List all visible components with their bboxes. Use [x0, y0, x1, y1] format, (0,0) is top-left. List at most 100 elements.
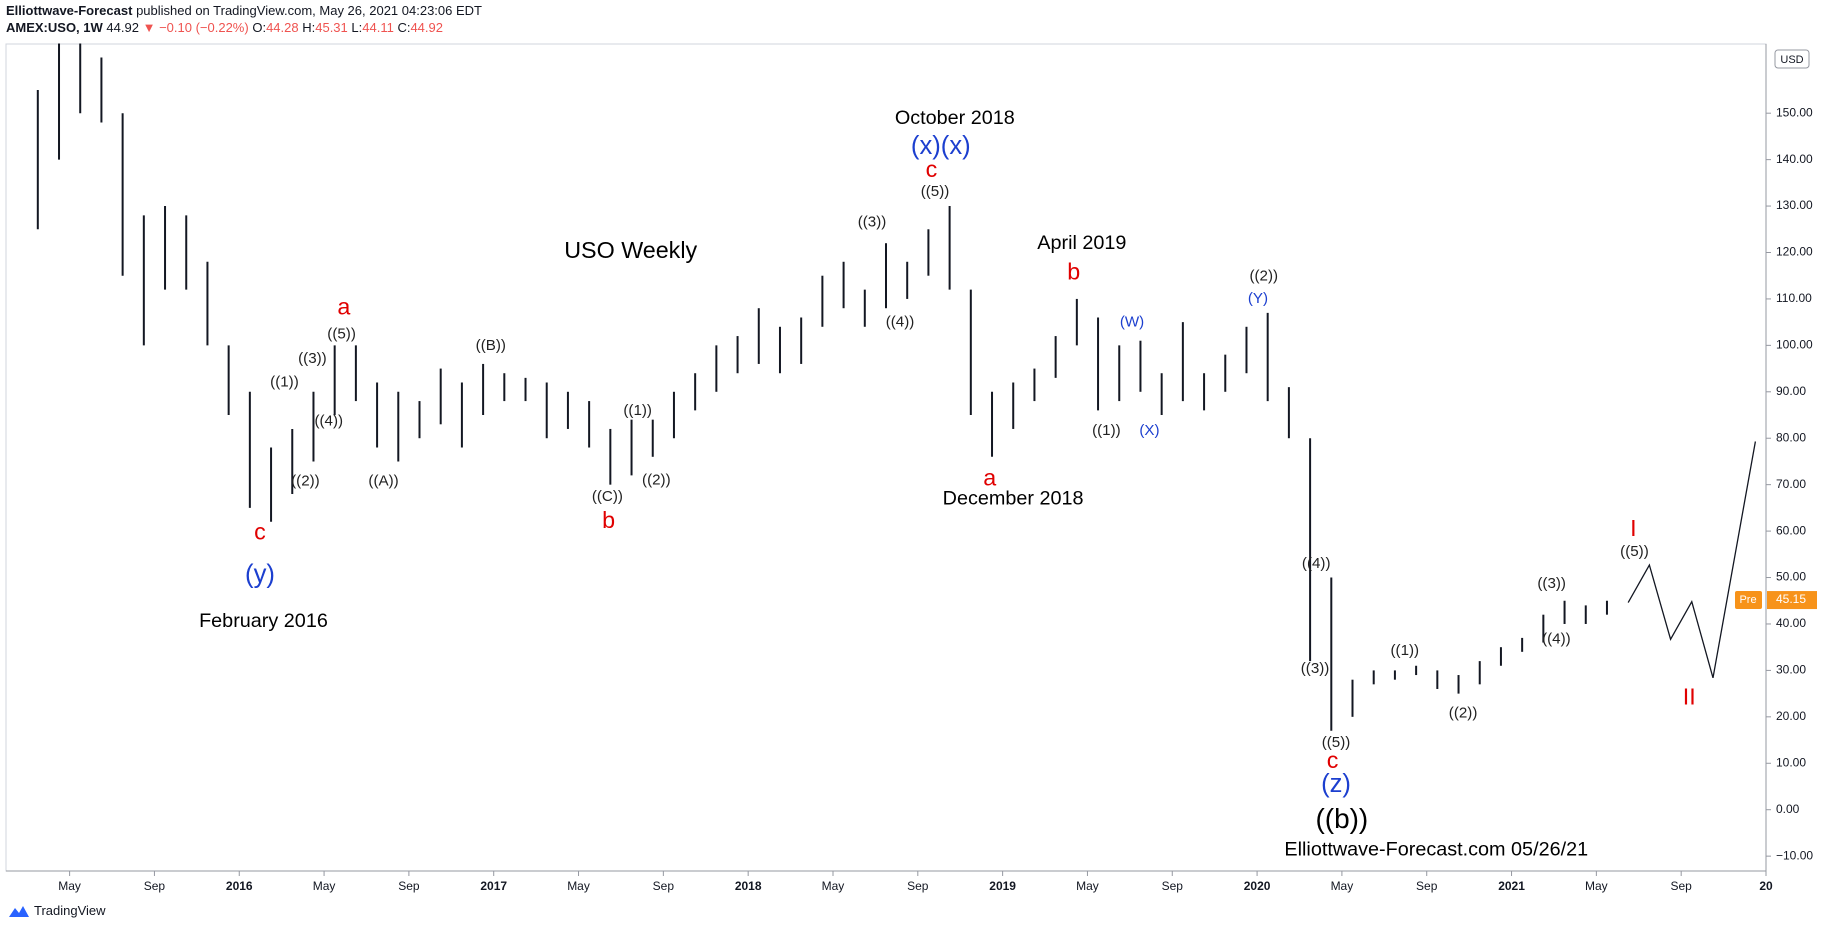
x-tick-label: Sep [1416, 879, 1438, 893]
y-tick-label: 0.00 [1776, 802, 1800, 816]
open: 44.28 [266, 20, 299, 35]
y-tick-label: 90.00 [1776, 384, 1806, 398]
chart: USD −10.00 0.00 10.00 20.00 30.00 40.00 50.00 6… [5, 43, 1817, 893]
low-label: L: [351, 20, 363, 35]
x-tick-label: 2017 [480, 879, 507, 893]
close-label: C: [397, 20, 411, 35]
wave-label: ((4)) [314, 413, 343, 430]
high: 45.31 [315, 20, 348, 35]
x-tick-label: May [313, 879, 336, 893]
x-tick-label: May [58, 879, 81, 893]
header-line-2: AMEX:USO, 1W 44.92 ▼ −0.10 (−0.22%) O:44… [6, 19, 482, 36]
currency-box [1774, 49, 1810, 69]
wave-label: ((4)) [1302, 555, 1331, 572]
y-tick-label: 60.00 [1776, 523, 1806, 537]
y-tick-label: 30.00 [1776, 663, 1806, 677]
x-tick-label: Sep [653, 879, 675, 893]
projection-path [1627, 441, 1757, 679]
wave-label: b [602, 507, 615, 533]
wave-label: ((1)) [270, 374, 299, 391]
wave-label: ((2)) [1249, 268, 1278, 285]
y-tick-label: 50.00 [1776, 570, 1806, 584]
wave-label: October 2018 [895, 107, 1015, 129]
x-tick-label: 2016 [226, 879, 253, 893]
x-tick-label: Sep [398, 879, 420, 893]
wave-label: (Y) [1248, 290, 1268, 307]
wave-label: ((5)) [1620, 543, 1649, 560]
wave-label: ((2)) [1449, 705, 1478, 722]
high-label: H: [302, 20, 316, 35]
change: ▼ −0.10 (−0.22%) [142, 20, 249, 35]
header: Elliottwave-Forecast published on Tradin… [6, 2, 482, 36]
wave-label: April 2019 [1037, 232, 1126, 254]
wave-label: ((1)) [1092, 422, 1121, 439]
wave-label: ((3)) [858, 214, 887, 231]
wave-label: ((3)) [298, 350, 327, 367]
x-tick-label: 20 [1759, 879, 1773, 893]
open-label: O: [252, 20, 267, 35]
wave-label: c [926, 156, 938, 182]
x-tick-label: May [1585, 879, 1608, 893]
y-tick-label: 80.00 [1776, 430, 1806, 444]
y-tick-label: 120.00 [1776, 245, 1813, 259]
y-tick-label: 110.00 [1776, 291, 1812, 305]
published: published on TradingView.com, May 26, 20… [136, 3, 482, 18]
last-price-label: 45.15 [1776, 592, 1806, 606]
x-tick-label: May [1331, 879, 1354, 893]
plot-frame [5, 43, 1767, 872]
wave-label: ((B)) [476, 337, 506, 354]
last-price-tag-text: Pre [1739, 594, 1756, 606]
wave-label: ((3)) [1301, 660, 1330, 677]
x-tick-label: May [567, 879, 590, 893]
close: 44.92 [410, 20, 443, 35]
y-tick-label: −10.00 [1776, 848, 1813, 862]
y-tick-label: 20.00 [1776, 709, 1806, 723]
wave-label: (y) [245, 561, 275, 589]
wave-label: February 2016 [199, 610, 328, 632]
symbol: AMEX:USO, 1W [6, 20, 103, 35]
wave-label: c [1327, 747, 1339, 773]
last-price-box [1767, 591, 1817, 610]
wave-label: ((2)) [291, 473, 320, 490]
wave-label: (X) [1139, 422, 1159, 439]
x-tick-label: Sep [1162, 879, 1184, 893]
x-tick-label: 2018 [735, 879, 762, 893]
x-tick-label: May [822, 879, 845, 893]
y-tick-label: 40.00 [1776, 616, 1806, 630]
wave-label: ((2)) [642, 471, 671, 488]
wave-label: ((5)) [921, 183, 950, 200]
wave-label: ((b)) [1315, 803, 1368, 834]
wave-label: Elliottwave-Forecast.com 05/26/21 [1284, 838, 1588, 860]
wave-label: (z) [1321, 770, 1351, 798]
low: 44.11 [362, 20, 394, 35]
wave-label: c [254, 519, 266, 545]
wave-label: ((1)) [623, 402, 652, 419]
wave-label: ((5)) [1322, 734, 1351, 751]
wave-label: (x)(x) [911, 132, 971, 160]
footer: TradingView [8, 903, 106, 918]
wave-label: I [1630, 515, 1636, 541]
wave-label: II [1683, 683, 1696, 709]
last: 44.92 [106, 20, 139, 35]
wave-label: ((4)) [886, 314, 915, 331]
wave-label: ((A)) [368, 473, 398, 490]
header-line-1: Elliottwave-Forecast published on Tradin… [6, 2, 482, 19]
wave-label: a [337, 294, 350, 320]
x-tick-label: 2021 [1498, 879, 1525, 893]
tv-logo [9, 905, 29, 917]
wave-label: ((C)) [592, 488, 623, 505]
x-tick-label: Sep [1671, 879, 1693, 893]
x-tick-label: Sep [907, 879, 929, 893]
brand: TradingView [34, 903, 106, 918]
currency: USD [1780, 54, 1803, 66]
x-tick-label: 2020 [1244, 879, 1271, 893]
y-tick-label: 70.00 [1776, 477, 1806, 491]
x-tick-label: May [1076, 879, 1099, 893]
wave-label: ((5)) [327, 325, 356, 342]
y-tick-label: 100.00 [1776, 338, 1813, 352]
wave-label: a [983, 464, 996, 490]
y-tick-label: 130.00 [1776, 198, 1813, 212]
author: Elliottwave-Forecast [6, 3, 133, 18]
wave-label: ((3)) [1537, 575, 1566, 592]
